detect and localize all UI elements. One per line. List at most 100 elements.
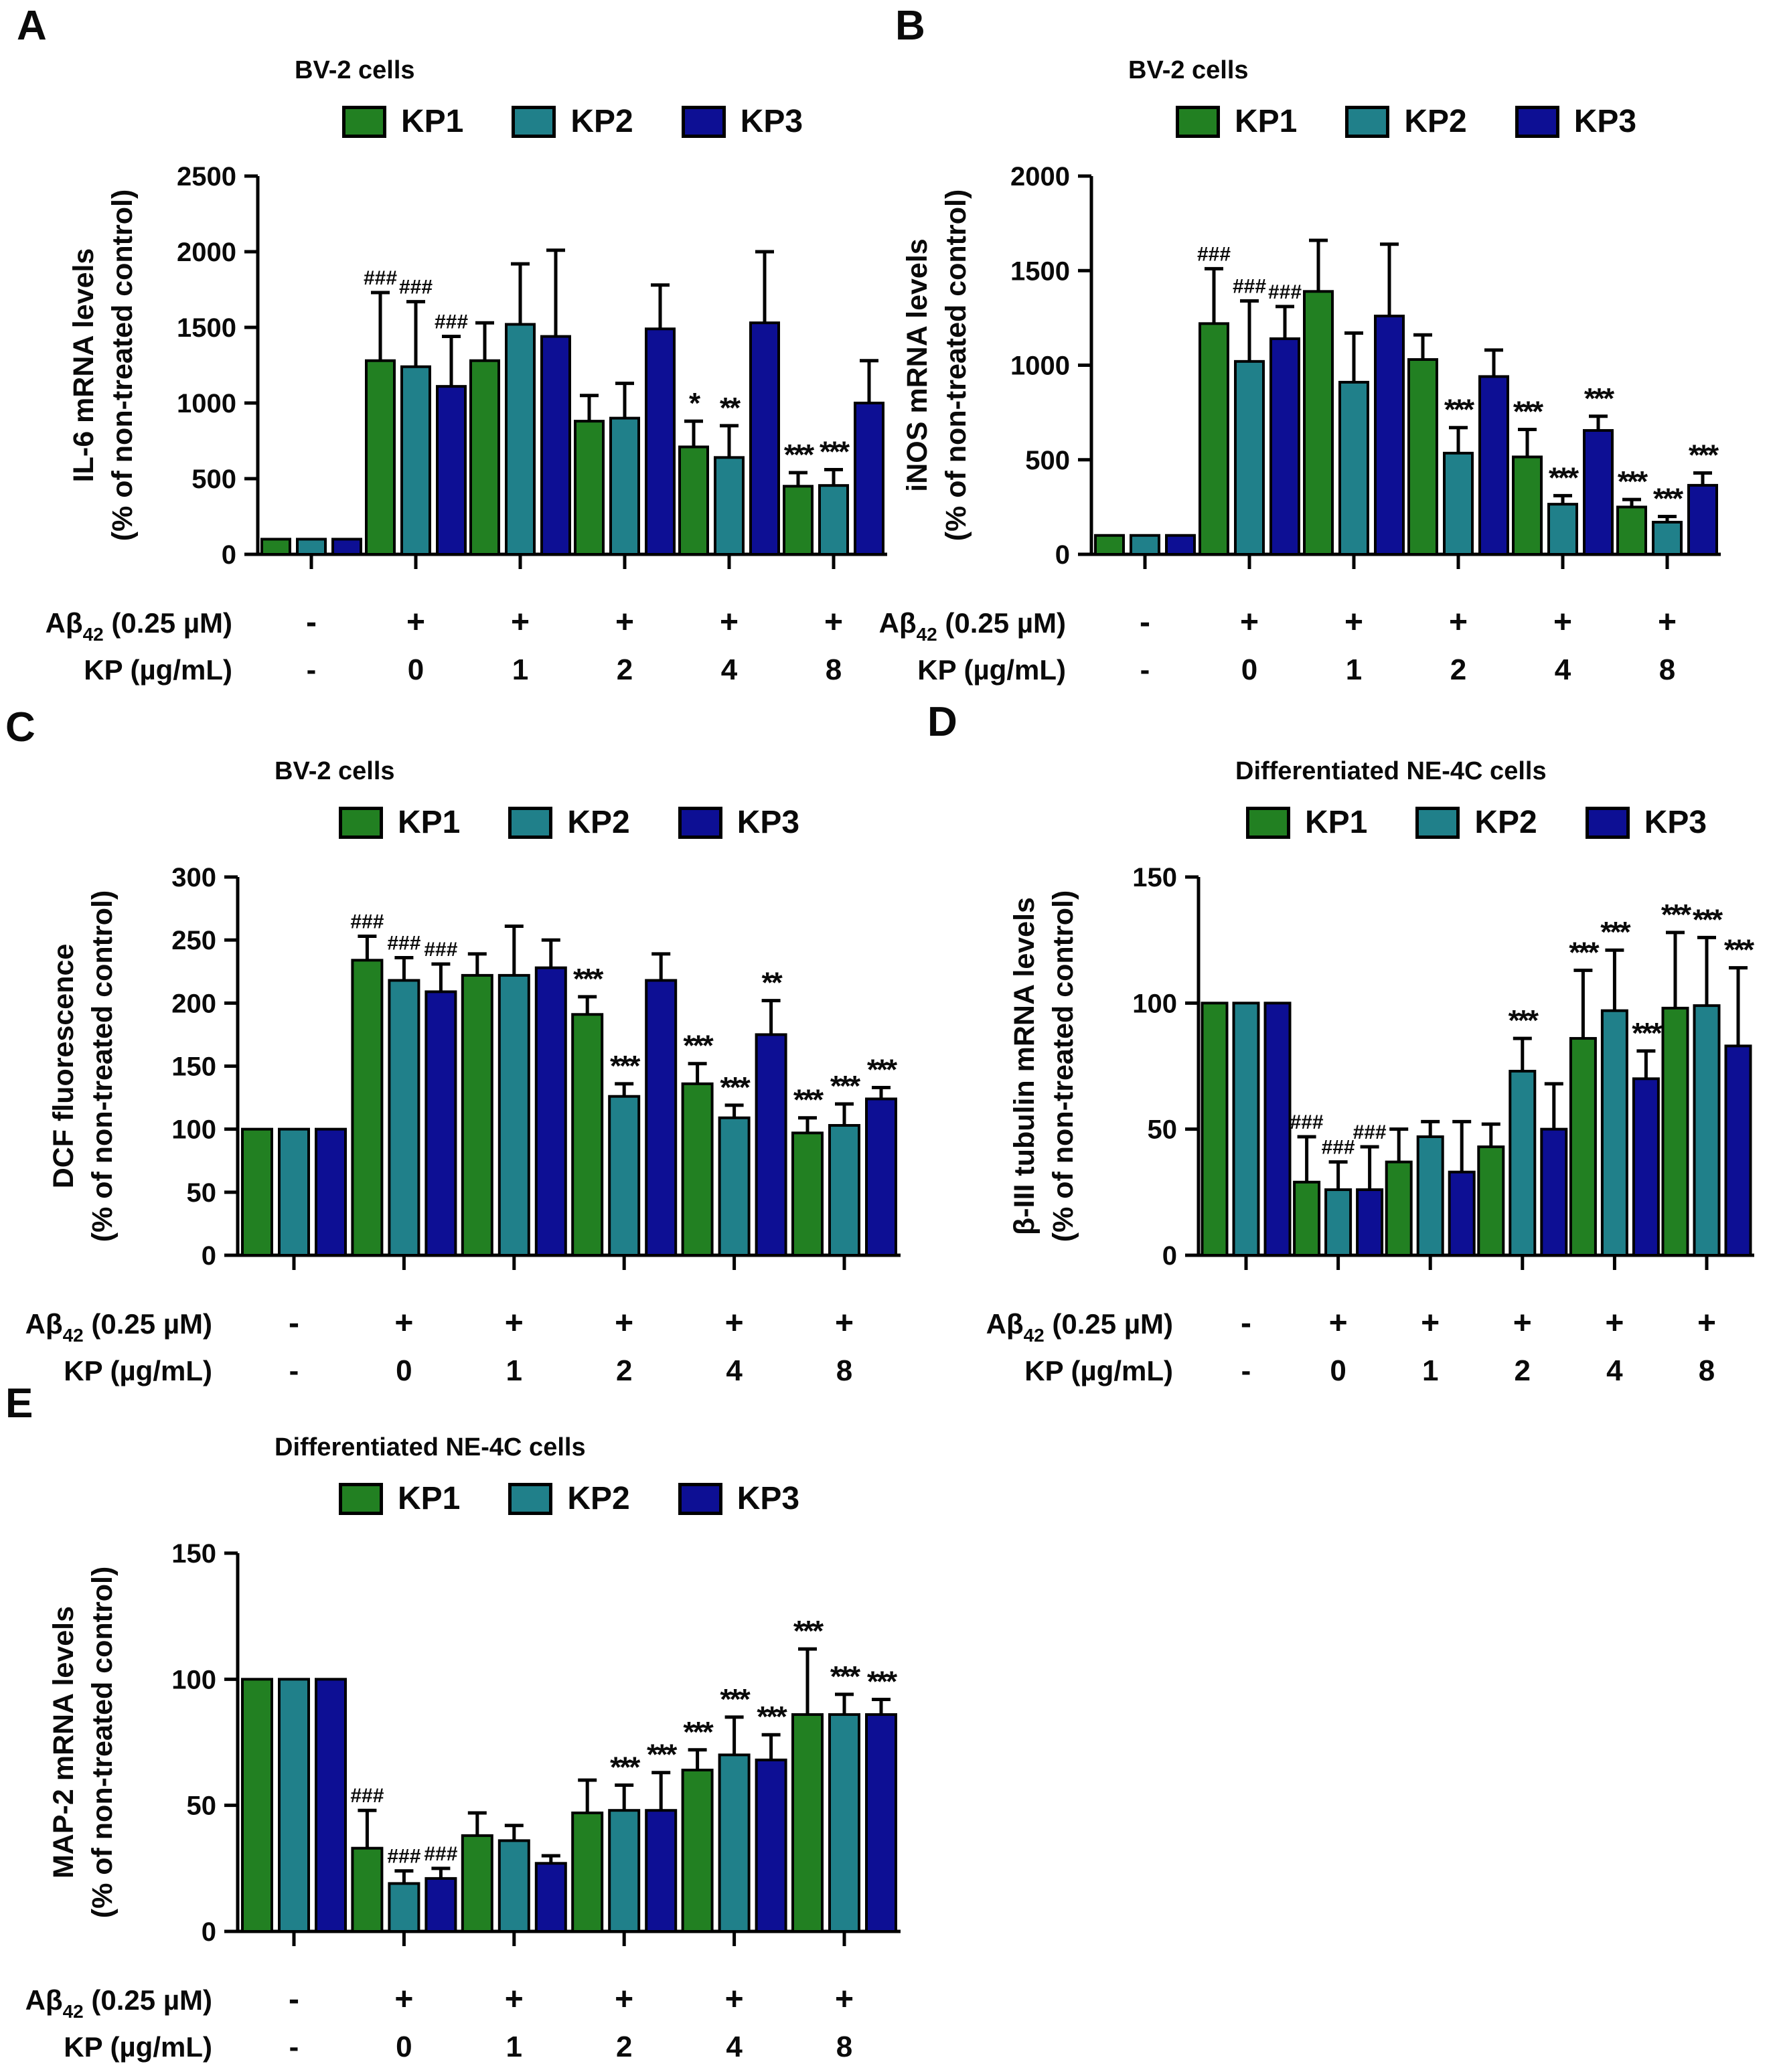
bar-kp3 [645, 979, 678, 1257]
y-tick-label: 2000 [1010, 162, 1070, 191]
abeta-row-label: Aβ42 (0.25 µM) [986, 1308, 1173, 1346]
bar-kp1 [571, 1811, 604, 1933]
legend-swatch-kp1 [1245, 806, 1290, 839]
bar-kp2 [1416, 1135, 1444, 1257]
y-tick-label: 100 [171, 1665, 216, 1694]
legend-label-kp1: KP1 [1304, 805, 1368, 840]
bar-kp2 [505, 323, 536, 556]
y-axis-label-line2: (% of non-treated control) [86, 1567, 119, 1919]
significance-annotation: *** [830, 1070, 861, 1103]
bar-kp3 [1165, 534, 1196, 556]
bar-kp2 [1443, 451, 1474, 556]
significance-annotation: *** [793, 1615, 824, 1648]
legend-item-kp2: KP2 [508, 804, 630, 841]
bar-kp2 [497, 973, 530, 1257]
legend-item-kp1: KP1 [341, 103, 464, 140]
abeta-row-value: + [505, 1305, 524, 1341]
y-tick-label: 0 [222, 540, 236, 570]
significance-annotation: *** [1549, 461, 1579, 494]
abeta-row-value: - [1241, 1305, 1251, 1341]
significance-annotation: *** [683, 1030, 714, 1062]
significance-annotation: *** [1618, 465, 1648, 498]
y-axis-label-line1: DCF fluorescence [48, 944, 80, 1189]
chart-title: Differentiated NE-4C cells [1235, 757, 1547, 785]
legend-swatch-kp1 [1175, 105, 1220, 138]
significance-annotation: ### [424, 1843, 457, 1865]
significance-annotation: *** [1632, 1017, 1663, 1050]
significance-annotation: ### [1290, 1111, 1324, 1133]
y-tick-label: 50 [187, 1178, 217, 1208]
significance-annotation: ### [424, 939, 457, 961]
bar-kp1 [571, 1013, 604, 1257]
bar-kp3 [865, 1713, 897, 1933]
kp-row-value: 4 [726, 2030, 743, 2063]
y-axis-label-line1: β-III tubulin mRNA levels [1008, 897, 1040, 1235]
bar-kp3 [1448, 1170, 1476, 1257]
abeta-row-value: + [725, 1305, 744, 1341]
bar-kp3 [1540, 1127, 1568, 1257]
bar-kp1 [461, 1834, 493, 1933]
y-tick-label: 0 [1162, 1241, 1177, 1271]
bar-kp1 [574, 420, 605, 556]
legend: KP1 KP2 KP3 [238, 804, 901, 841]
abeta-row-value: + [394, 1982, 413, 2017]
bar-chart-e: 0 50 100 150 MAP-2 mRNA levels (% of non-trea… [25, 1539, 901, 2063]
bar-kp1 [1385, 1160, 1413, 1257]
y-tick-label: 1000 [177, 389, 236, 418]
bar-kp3 [315, 1678, 347, 1933]
legend-swatch-kp2 [508, 806, 553, 839]
y-tick-label: 250 [171, 926, 216, 955]
significance-annotation: *** [720, 1683, 751, 1716]
legend: KP1 KP2 KP3 [1199, 804, 1754, 841]
abeta-row-value: + [835, 1305, 854, 1341]
bar-kp2 [1600, 1009, 1628, 1257]
bar-kp1 [351, 1846, 384, 1933]
bar-kp1 [791, 1131, 824, 1257]
y-tick-label: 1000 [1010, 351, 1070, 381]
bar-kp3 [425, 1877, 457, 1933]
kp-row-value: 1 [512, 653, 528, 686]
significance-annotation: * [689, 387, 701, 420]
abeta-row-value: + [1697, 1305, 1716, 1341]
legend-label-kp1: KP1 [400, 104, 464, 139]
panel-label-e: E [5, 1380, 33, 1427]
significance-annotation: *** [1513, 396, 1544, 428]
abeta-row-value: - [289, 1305, 299, 1341]
kp-row-value: 4 [726, 1354, 743, 1387]
bar-chart-c: 0 50 100 150 200 250 300 DCF fluorescence (% of … [25, 863, 901, 1387]
bar-kp3 [534, 1862, 567, 1933]
significance-annotation: *** [1600, 916, 1631, 949]
legend-swatch-kp1 [341, 105, 386, 138]
bar-kp2 [818, 484, 849, 556]
y-tick-label: 0 [202, 1241, 216, 1271]
legend-item-kp1: KP1 [338, 804, 461, 841]
kp-row-value: 0 [1330, 1354, 1346, 1387]
legend-label-kp1: KP1 [397, 805, 461, 840]
abeta-row-value: + [824, 605, 843, 640]
bar-kp1 [678, 445, 709, 556]
abeta-row-value: + [1240, 605, 1259, 640]
abeta-row-value: + [1449, 605, 1468, 640]
bar-kp2 [400, 365, 431, 556]
bar-kp3 [1269, 337, 1300, 556]
significance-annotation: *** [573, 963, 604, 995]
bar-kp1 [469, 359, 500, 556]
bar-kp1 [365, 359, 396, 556]
legend-label-kp2: KP2 [567, 1481, 630, 1516]
bar-kp3 [331, 538, 362, 556]
bar-kp2 [609, 416, 640, 556]
bar-kp2 [1547, 503, 1578, 556]
kp-row-value: - [289, 1354, 299, 1387]
significance-annotation: *** [1653, 483, 1684, 515]
y-axis-label-line1: iNOS mRNA levels [901, 238, 933, 491]
kp-row-value: 0 [396, 2030, 412, 2063]
kp-row-value: 0 [396, 1354, 412, 1387]
legend-swatch-kp2 [1415, 806, 1460, 839]
bar-kp2 [714, 456, 745, 556]
significance-annotation: *** [1509, 1004, 1539, 1037]
kp-row-value: - [307, 653, 317, 686]
legend-label-kp2: KP2 [1404, 104, 1467, 139]
kp-row-value: 8 [1699, 1354, 1715, 1387]
panel-a: BV-2 cells KP1 KP2 KP3 0 500 1000 1500 2000 2… [37, 19, 907, 695]
bar-kp2 [1232, 1002, 1260, 1257]
